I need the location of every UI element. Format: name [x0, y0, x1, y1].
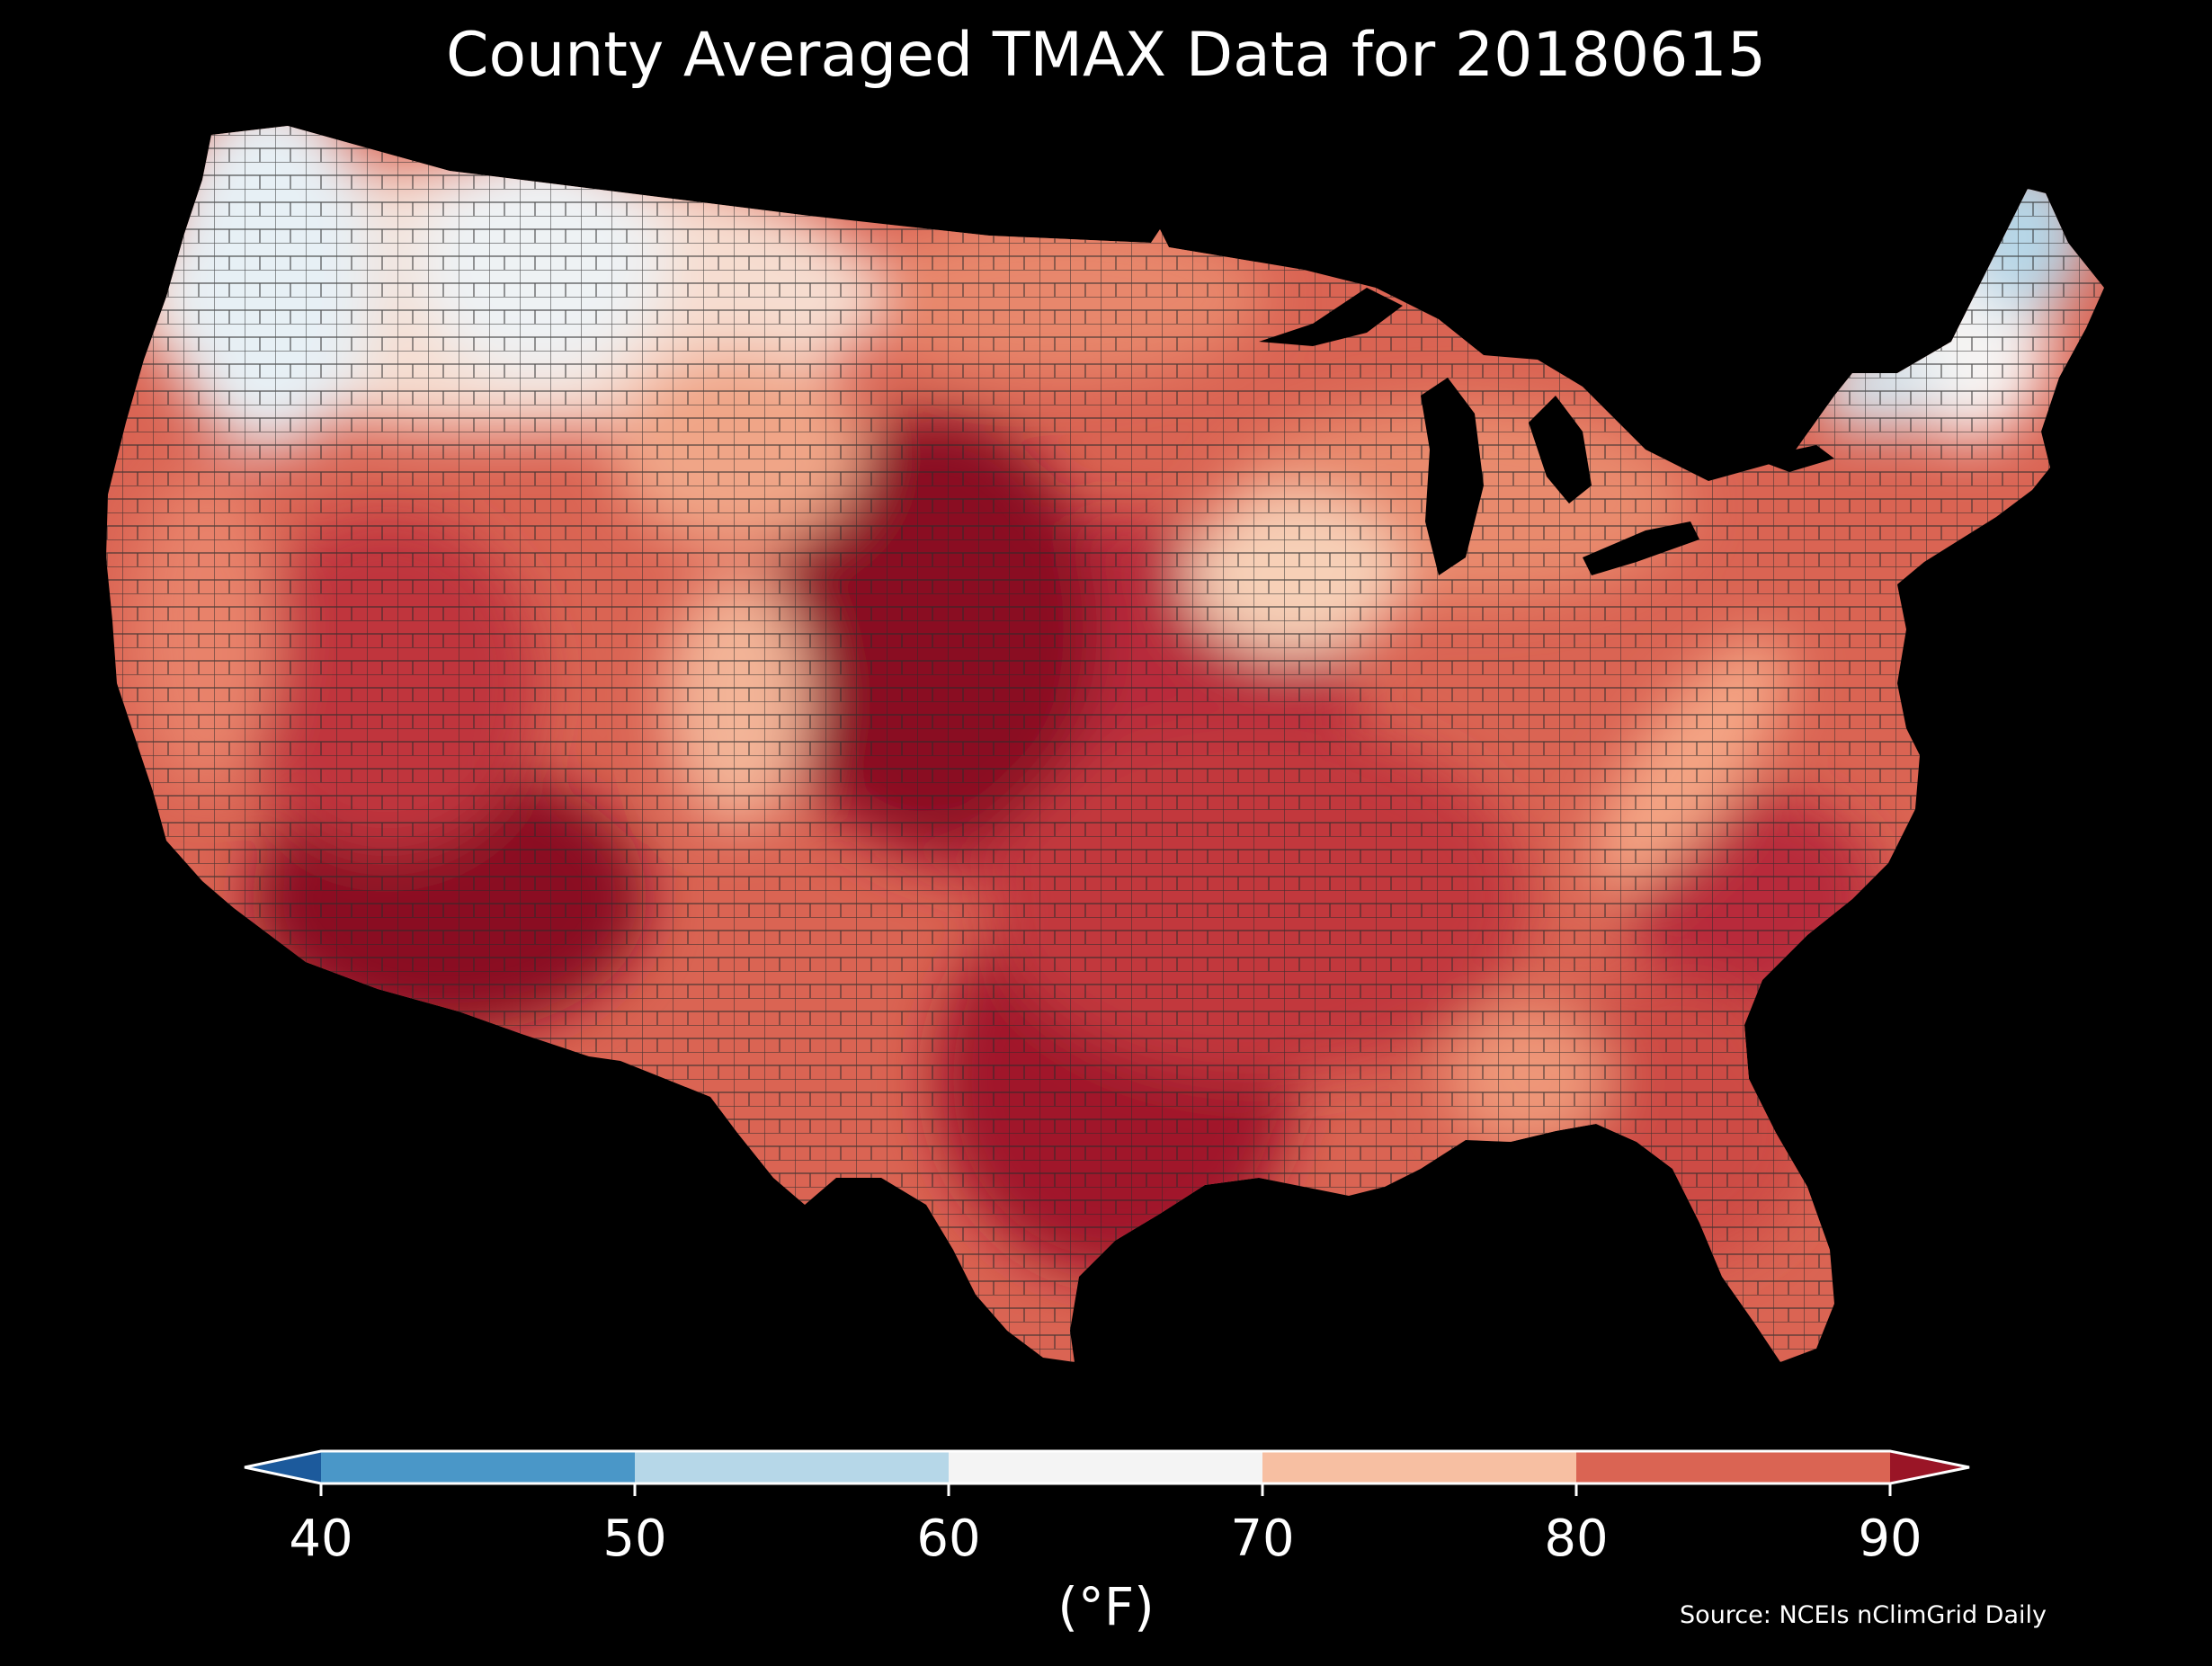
colorbar-bin-60-70 [949, 1451, 1262, 1483]
colorbar-bin-80-90 [1576, 1451, 1890, 1483]
colorbar-bin-70-80 [1262, 1451, 1576, 1483]
map-title: County Averaged TMAX Data for 20180615 [446, 20, 1766, 91]
colorbar-tick-label-60: 60 [916, 1510, 981, 1568]
colorbar-bin-50-60 [635, 1451, 949, 1483]
colorbar-tick-label-40: 40 [289, 1510, 353, 1568]
colorbar-bin-40-50 [321, 1451, 635, 1483]
colorbar-extend-low [245, 1451, 321, 1483]
colorbar [244, 1449, 1970, 1496]
colorbar-tick-label-90: 90 [1858, 1510, 1922, 1568]
lake-erie [1583, 521, 1699, 575]
lake-huron [1529, 396, 1592, 503]
lake-michigan [1421, 378, 1484, 575]
colorbar-tick-label-80: 80 [1544, 1510, 1609, 1568]
source-credit: Source: NCEIs nClimGrid Daily [1680, 1601, 2047, 1629]
lake-ontario [1753, 445, 1834, 472]
colorbar-tick-label-50: 50 [602, 1510, 667, 1568]
colorbar-extend-high [1890, 1451, 1969, 1483]
colorbar-tick-label-70: 70 [1230, 1510, 1295, 1568]
colorbar-unit-label: (°F) [1057, 1576, 1155, 1637]
great-lakes [1259, 288, 1834, 575]
lake-superior [1259, 288, 1403, 346]
